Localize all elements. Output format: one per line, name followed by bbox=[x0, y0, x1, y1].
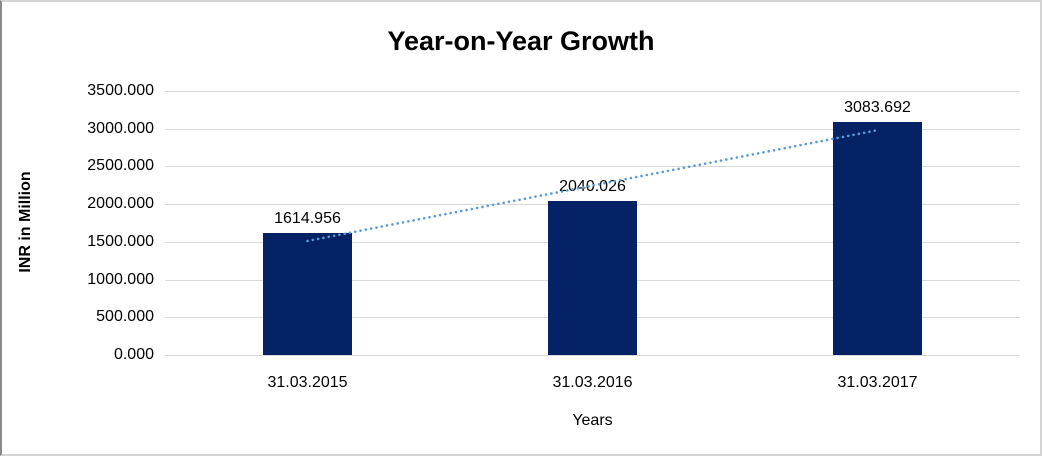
y-tick-label: 3500.000 bbox=[87, 82, 154, 99]
gridline bbox=[165, 355, 1020, 356]
bar-31.03.2016 bbox=[548, 201, 637, 355]
y-tick-label: 2000.000 bbox=[87, 195, 154, 213]
x-category-label: 31.03.2017 bbox=[837, 374, 918, 391]
gridline bbox=[165, 91, 1020, 92]
bar-31.03.2015 bbox=[263, 233, 352, 355]
y-tick-label: 1500.000 bbox=[87, 232, 154, 250]
y-tick-label: 3000.000 bbox=[87, 119, 154, 137]
y-tick-label: 0.000 bbox=[113, 346, 154, 363]
y-axis-title: INR in Million bbox=[17, 171, 34, 273]
x-axis-title: Years bbox=[572, 412, 613, 429]
x-category-label: 31.03.2016 bbox=[552, 374, 633, 391]
chart-title: Year-on-Year Growth bbox=[387, 26, 655, 56]
data-label: 1614.956 bbox=[274, 210, 341, 228]
data-label: 3083.692 bbox=[844, 99, 911, 117]
y-tick-label: 1000.000 bbox=[87, 270, 154, 288]
bar-31.03.2017 bbox=[833, 122, 922, 355]
data-label: 2040.026 bbox=[559, 178, 626, 196]
y-tick-label: 2500.000 bbox=[87, 157, 154, 175]
x-category-label: 31.03.2015 bbox=[267, 374, 348, 391]
y-tick-label: 500.000 bbox=[96, 308, 154, 326]
